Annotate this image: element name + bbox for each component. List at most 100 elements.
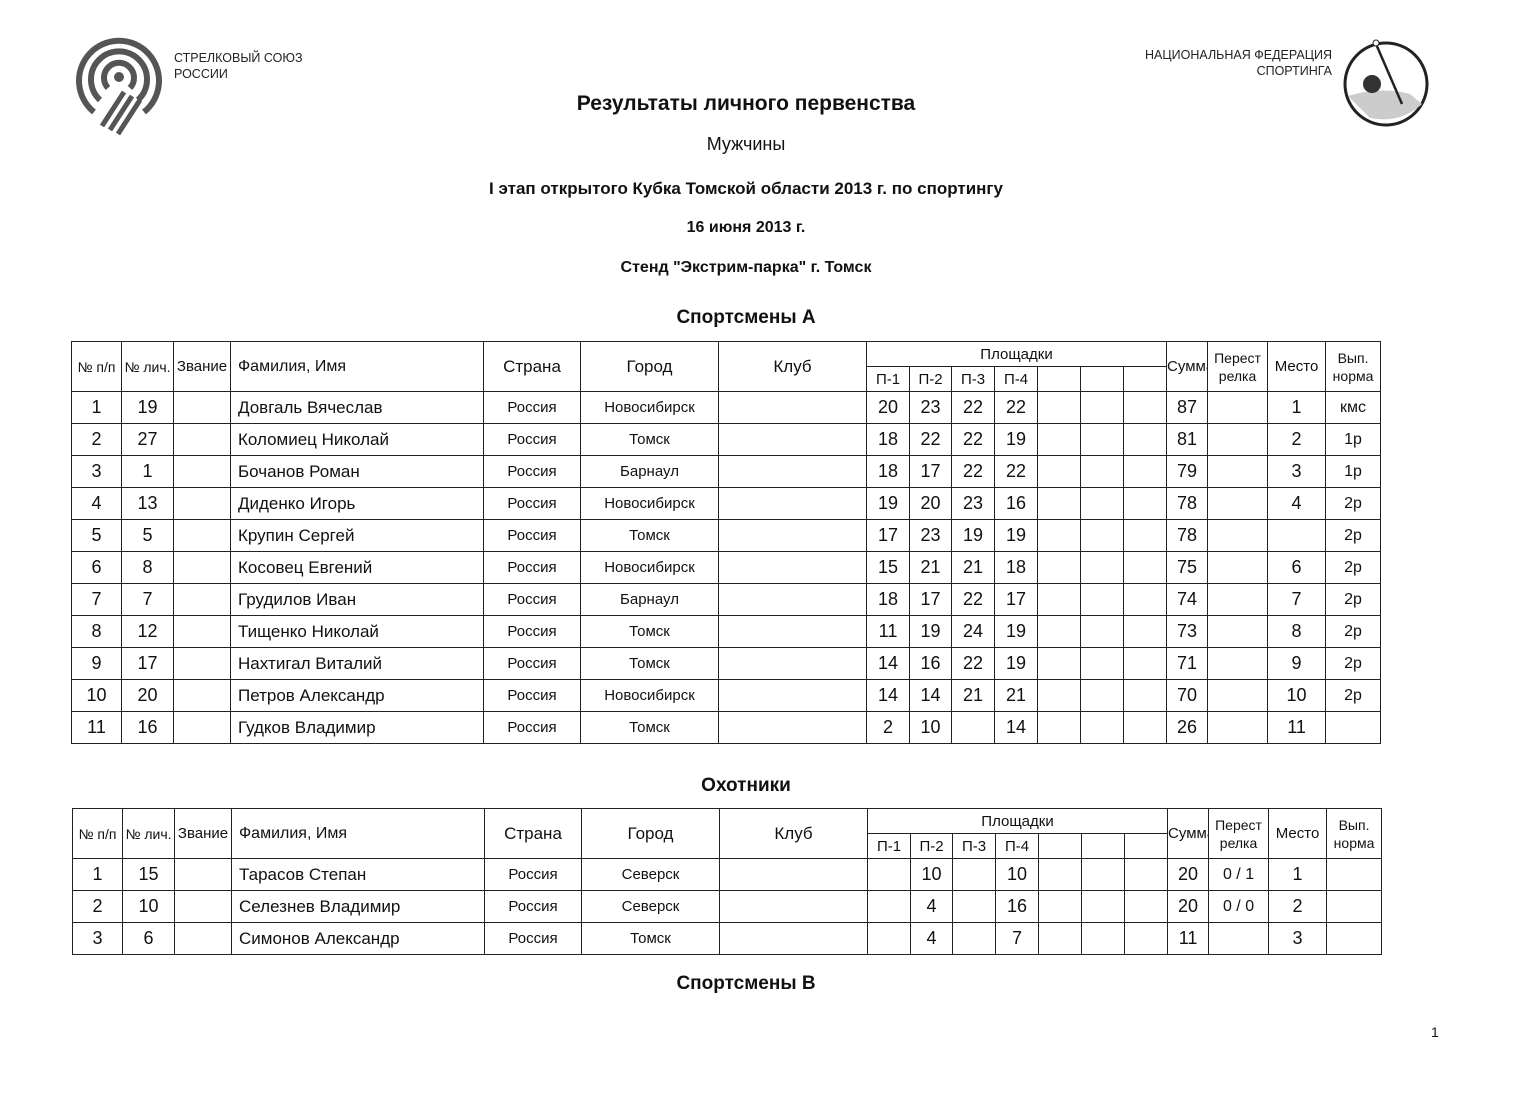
cell-ground-6 [1080, 487, 1124, 520]
table-row: 7 7 Грудилов Иван Россия Барнаул 18 17 22 17 74 7 2… [71, 583, 1438, 616]
cell-ground-5 [1038, 922, 1082, 955]
header-country: Страна [484, 808, 582, 859]
cell-ground-4: 22 [994, 391, 1038, 424]
cell-ground-4: 10 [995, 858, 1039, 891]
cell-ground-3: 24 [951, 615, 995, 648]
cell-name: Косовец Евгений [230, 551, 484, 584]
cell-personal-num: 20 [121, 679, 174, 712]
header-rank: Звание [173, 341, 231, 392]
cell-num: 3 [71, 455, 122, 488]
cell-norm: 2р [1325, 615, 1382, 648]
cell-ground-5 [1038, 890, 1082, 923]
shooting-union-logo [74, 30, 164, 140]
cell-ground-7 [1122, 583, 1168, 616]
cell-ground-2: 20 [909, 487, 952, 520]
cell-rank [173, 647, 231, 680]
cell-city: Новосибирск [580, 679, 719, 712]
cell-sum: 73 [1166, 615, 1209, 648]
cell-norm: 1р [1325, 423, 1382, 456]
table-row: 6 8 Косовец Евгений Россия Новосибирск 15 21 21… [71, 551, 1438, 584]
table-header-row: № п/п № лич. Звание Фамилия, Имя Страна Город… [72, 808, 1439, 859]
cell-club [718, 551, 867, 584]
cell-sum: 81 [1166, 423, 1209, 456]
cell-shootoff [1207, 711, 1269, 744]
page-subtitle: Мужчины [706, 134, 786, 154]
header-name: Фамилия, Имя [230, 341, 484, 392]
cell-city: Томск [580, 423, 719, 456]
table-row: 3 6 Симонов Александр Россия Томск 4 7 11 3 [72, 922, 1439, 955]
cell-personal-num: 16 [121, 711, 174, 744]
cell-ground-1: 18 [866, 423, 910, 456]
cell-city: Томск [580, 647, 719, 680]
table-row: 5 5 Крупин Сергей Россия Томск 17 23 19 19 78 2р [71, 519, 1438, 552]
header-rank: Звание [174, 808, 232, 859]
cell-shootoff [1207, 679, 1269, 712]
cell-ground-3: 21 [951, 551, 995, 584]
cell-ground-2: 19 [909, 615, 952, 648]
cell-sum: 78 [1166, 519, 1209, 552]
cell-rank [173, 615, 231, 648]
cell-ground-7 [1123, 890, 1169, 923]
cell-norm: 2р [1325, 551, 1382, 584]
cell-num: 8 [71, 615, 122, 648]
cell-club [718, 647, 867, 680]
cell-place: 2 [1268, 890, 1328, 923]
cell-rank [173, 423, 231, 456]
cell-ground-2: 4 [910, 890, 953, 923]
cell-ground-3 [952, 922, 996, 955]
cell-ground-5 [1037, 423, 1081, 456]
cell-norm: 2р [1325, 679, 1382, 712]
shooting-union-name: СТРЕЛКОВЫЙ СОЮЗ РОССИИ [174, 50, 303, 82]
table-row: 10 20 Петров Александр Россия Новосибирск 14 1… [71, 679, 1438, 712]
header-grounds: Площадки [866, 808, 1169, 834]
section-title: Спортсмены В [676, 973, 816, 994]
cell-ground-4: 16 [995, 890, 1039, 923]
header-num: № п/п [71, 341, 122, 392]
target-rings-icon [76, 37, 162, 136]
cell-ground-5 [1037, 487, 1081, 520]
cell-personal-num: 15 [122, 858, 175, 891]
logo-text-line: НАЦИОНАЛЬНАЯ ФЕДЕРАЦИЯ [1145, 48, 1332, 62]
cell-country: Россия [483, 487, 581, 520]
cell-ground-6 [1080, 647, 1124, 680]
cell-personal-num: 27 [121, 423, 174, 456]
header-ground-7 [1123, 833, 1169, 859]
cell-personal-num: 19 [121, 391, 174, 424]
cell-club [718, 583, 867, 616]
cell-ground-4: 7 [995, 922, 1039, 955]
cell-ground-3: 22 [951, 647, 995, 680]
cell-ground-1: 20 [866, 391, 910, 424]
header-ground-4: П-4 [995, 833, 1039, 859]
event-venue: Стенд "Экстрим-парка" г. Томск [620, 259, 872, 276]
header-ground-3: П-3 [951, 366, 995, 392]
cell-ground-5 [1038, 858, 1082, 891]
header-norm: Вып. норма [1326, 808, 1383, 859]
cell-ground-7 [1122, 423, 1168, 456]
page-number: 1 [1431, 1024, 1439, 1040]
header-place: Место [1268, 808, 1328, 859]
cell-club [718, 423, 867, 456]
clay-target-icon [1343, 39, 1429, 127]
cell-place: 8 [1267, 615, 1327, 648]
section-title: Спортсмены А [676, 307, 816, 328]
cell-num: 4 [71, 487, 122, 520]
cell-ground-5 [1037, 615, 1081, 648]
cell-ground-5 [1037, 455, 1081, 488]
cell-ground-7 [1122, 455, 1168, 488]
header-ground-6 [1080, 366, 1124, 392]
cell-ground-3: 19 [951, 519, 995, 552]
cell-country: Россия [483, 423, 581, 456]
cell-name: Нахтигал Виталий [230, 647, 484, 680]
cell-shootoff [1207, 615, 1269, 648]
cell-ground-2: 10 [909, 711, 952, 744]
cell-ground-6 [1080, 551, 1124, 584]
cell-ground-5 [1037, 647, 1081, 680]
cell-num: 9 [71, 647, 122, 680]
cell-sum: 11 [1167, 922, 1210, 955]
cell-sum: 26 [1166, 711, 1209, 744]
cell-club [718, 391, 867, 424]
cell-sum: 20 [1167, 890, 1210, 923]
cell-rank [173, 391, 231, 424]
cell-ground-1 [867, 858, 911, 891]
cell-name: Крупин Сергей [230, 519, 484, 552]
